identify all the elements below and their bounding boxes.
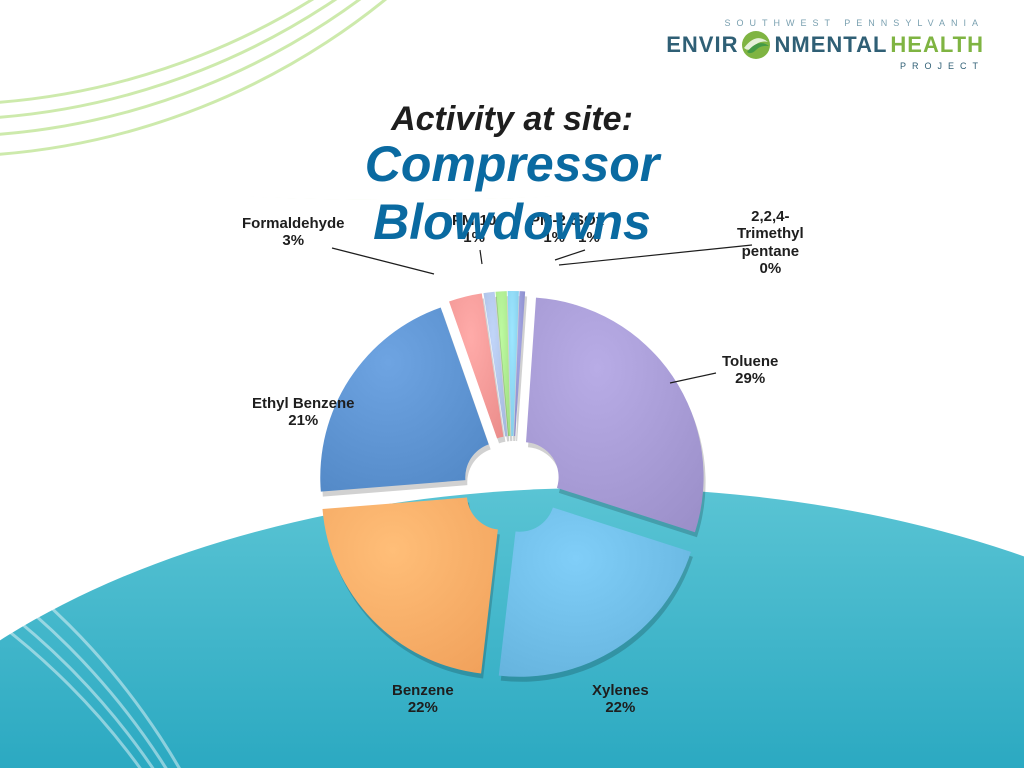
leader-line (480, 250, 482, 264)
org-logo: SOUTHWEST PENNSYLVANIA ENVIR NMENTAL HEA… (666, 18, 984, 71)
logo-line2: ENVIR NMENTAL HEALTH (666, 30, 984, 60)
pie-svg (192, 200, 832, 760)
leader-line (332, 248, 434, 274)
pie-slice-xylenes (499, 507, 691, 676)
pie-label-benzene: Benzene22% (392, 682, 454, 717)
leaf-icon (741, 30, 771, 60)
logo-line3: PROJECT (666, 61, 984, 71)
pie-chart: PM-2.51%SOx1%2,2,4-Trimethylpentane0%Tol… (192, 200, 832, 720)
slide-subtitle: Activity at site: (256, 100, 768, 139)
pie-slice-toluene (526, 298, 704, 533)
slide-title: Compressor Blowdowns (256, 135, 768, 251)
leader-line (555, 250, 585, 260)
pie-slice-benzene (322, 497, 497, 673)
pie-label-toluene: Toluene29% (722, 353, 778, 388)
logo-health: HEALTH (890, 32, 984, 58)
pie-label-ethylbenz: Ethyl Benzene21% (252, 395, 355, 430)
slide-titles: Activity at site: Compressor Blowdowns (256, 100, 768, 251)
pie-label-xylenes: Xylenes22% (592, 682, 649, 717)
logo-env-prefix: ENVIR (666, 32, 738, 58)
logo-env-suffix: NMENTAL (774, 32, 887, 58)
logo-line1: SOUTHWEST PENNSYLVANIA (666, 18, 984, 28)
leader-line (670, 373, 716, 383)
